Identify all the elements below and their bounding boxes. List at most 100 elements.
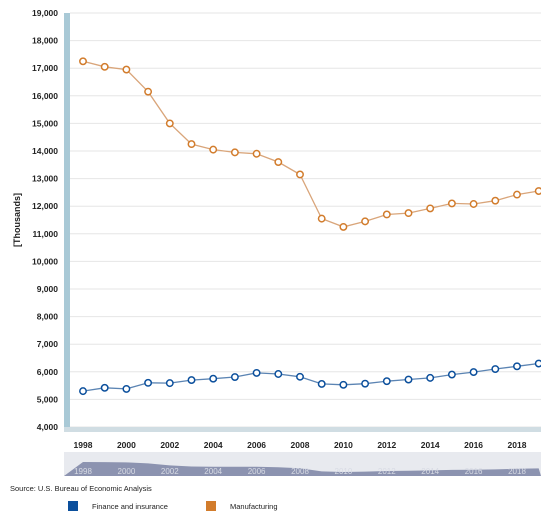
data-point [361,379,370,388]
data-point [122,384,131,393]
y-axis-title: [Thousands] [12,193,22,247]
y-tick-label: 15,000 [32,118,58,128]
y-axis-ticks: 4,000 5,000 6,000 7,000 8,000 9,000 10,000 11,0… [32,8,58,432]
data-point [491,365,500,373]
data-point [426,204,435,213]
data-point [100,62,109,71]
data-point [274,370,283,378]
x-tick-label: 2000 [117,440,136,450]
series-line [82,362,539,392]
data-point [100,383,109,392]
x-tick-label: 2010 [334,440,353,450]
navigator-year-label: 2000 [118,467,136,476]
x-tick-label: 1998 [74,440,93,450]
data-point [252,368,261,377]
data-point [317,379,326,388]
y-tick-label: 8,000 [37,312,59,322]
navigator-year-label: 2018 [508,467,526,476]
data-point [122,65,131,74]
y-tick-label: 9,000 [37,284,59,294]
navigator-year-label: 2012 [378,467,396,476]
data-point [447,370,456,379]
y-tick-label: 10,000 [32,256,58,266]
source-note: Source: U.S. Bureau of Economic Analysis [10,484,152,493]
y-tick-label: 17,000 [32,63,58,73]
data-point [317,214,326,223]
range-navigator[interactable]: 1998 2000 2002 2004 2006 2008 2010 2012 2014 2016… [64,452,541,476]
data-point [361,217,370,226]
y-tick-label: 11,000 [32,229,58,239]
manufacturing-swatch-icon [206,501,216,511]
finance-swatch-icon [68,501,78,511]
navigator-year-label: 2006 [248,467,266,476]
data-point [165,379,174,388]
navigator-year-label: 2016 [465,467,483,476]
navigator-year-label: 2010 [335,467,353,476]
data-point [469,368,478,377]
y-tick-label: 19,000 [32,8,58,18]
data-point [404,209,413,218]
data-point [447,199,456,208]
data-point [79,57,87,66]
navigator-year-label: 2014 [421,467,439,476]
data-point [209,145,218,154]
data-point [209,374,218,383]
x-tick-label: 2008 [291,440,310,450]
legend-item-manufacturing[interactable]: Manufacturing [206,501,278,511]
y-tick-label: 14,000 [32,146,58,156]
navigator-year-labels: 1998 2000 2002 2004 2006 2008 2010 2012 2014 2016… [74,467,526,476]
legend-label-finance: Finance and insurance [92,501,168,511]
data-point [426,373,435,382]
x-tick-label: 2012 [377,440,396,450]
x-axis-ticks: 1998 2000 2002 2004 2006 2008 2010 2012 2014 2016… [74,440,527,450]
navigator-year-label: 2008 [291,467,309,476]
y-tick-label: 7,000 [37,339,59,349]
data-point [513,190,521,199]
x-axis-bar [64,427,541,432]
data-point [491,196,500,205]
x-tick-label: 2002 [160,440,179,450]
legend-item-finance[interactable]: Finance and insurance [68,501,168,511]
data-point [404,375,413,384]
data-point [187,376,196,385]
data-point [296,372,304,381]
navigator-year-label: 2004 [204,467,222,476]
y-tick-label: 16,000 [32,91,58,101]
data-point [534,359,541,368]
data-point [79,387,87,396]
data-point [230,148,239,157]
data-point [144,378,153,387]
x-tick-label: 2014 [421,440,440,450]
y-axis-bar [64,13,70,427]
navigator-year-label: 1998 [74,467,92,476]
data-point [187,140,196,149]
x-tick-label: 2004 [204,440,223,450]
data-point [230,373,239,381]
y-tick-label: 6,000 [37,367,59,377]
y-tick-label: 4,000 [37,422,59,432]
navigator-area [64,462,541,476]
legend-label-manufacturing: Manufacturing [230,501,278,511]
x-tick-label: 2018 [508,440,527,450]
legend: Finance and insurance Manufacturing [0,501,541,513]
y-tick-label: 13,000 [32,174,58,184]
data-point [382,377,391,386]
data-point [339,222,348,231]
series-lines [79,57,541,396]
series-line [82,60,539,228]
data-point [252,149,261,158]
data-point [382,210,391,219]
x-tick-label: 2016 [464,440,483,450]
data-point [534,187,541,195]
data-point [274,158,283,166]
navigator-year-label: 2002 [161,467,179,476]
data-point [165,119,174,128]
data-point [513,362,521,371]
data-point [296,170,304,179]
data-point [144,87,153,96]
grid-lines [70,12,541,428]
y-tick-label: 18,000 [32,36,58,46]
data-point [469,200,478,208]
y-tick-label: 12,000 [32,201,58,211]
